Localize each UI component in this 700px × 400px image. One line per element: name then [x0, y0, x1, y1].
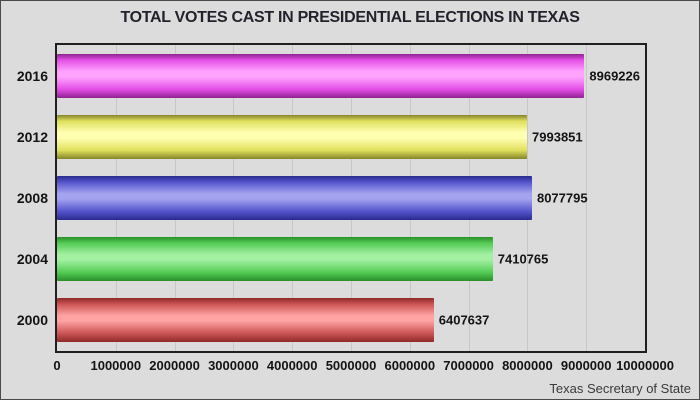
bar-row: 8969226: [57, 53, 645, 98]
x-axis-label: 6000000: [384, 358, 436, 373]
x-axis-label: 8000000: [502, 358, 553, 373]
y-axis-label-2016: 2016: [16, 67, 48, 84]
bar-2008: [57, 176, 532, 220]
bar-row: 7993851: [57, 114, 645, 159]
x-axis-label: 7000000: [443, 358, 494, 373]
bar-2000: [57, 298, 434, 343]
bar-value-label: 7410765: [497, 251, 549, 267]
y-axis-label-2012: 2012: [16, 128, 48, 145]
bar-2012: [57, 114, 528, 159]
x-axis-label: 4000000: [266, 358, 318, 373]
x-axis-label: 3000000: [208, 358, 259, 373]
bar-value-label: 8077795: [536, 190, 588, 206]
plot-area: 8969226 7993851 8077795 7410765 6407637: [55, 43, 647, 353]
y-axis-label-2000: 2000: [16, 312, 48, 329]
x-axis-label: 9000000: [560, 358, 612, 373]
bar-value-label: 6407637: [438, 312, 490, 328]
bar-value-label: 8969226: [589, 68, 640, 84]
bar-value-label: 7993851: [532, 129, 583, 145]
y-axis-label-2008: 2008: [16, 190, 48, 206]
bar-row: 7410765: [57, 237, 645, 282]
x-axis-label: 0: [53, 358, 61, 373]
bar-2004: [57, 237, 493, 282]
bar-row: 6407637: [57, 298, 645, 343]
bar-2016: [57, 53, 585, 98]
bar-row: 8077795: [57, 176, 645, 220]
source-credit: Texas Secretary of State: [549, 381, 691, 396]
chart-title: TOTAL VOTES CAST IN PRESIDENTIAL ELECTIO…: [120, 9, 580, 26]
x-axis-label: 2000000: [149, 358, 200, 373]
x-axis-label: 5000000: [325, 358, 377, 373]
gridline: [586, 45, 588, 351]
y-axis-label-2004: 2004: [16, 251, 48, 268]
x-axis-label: 10000000: [616, 358, 674, 373]
x-axis-label: 1000000: [90, 358, 142, 373]
